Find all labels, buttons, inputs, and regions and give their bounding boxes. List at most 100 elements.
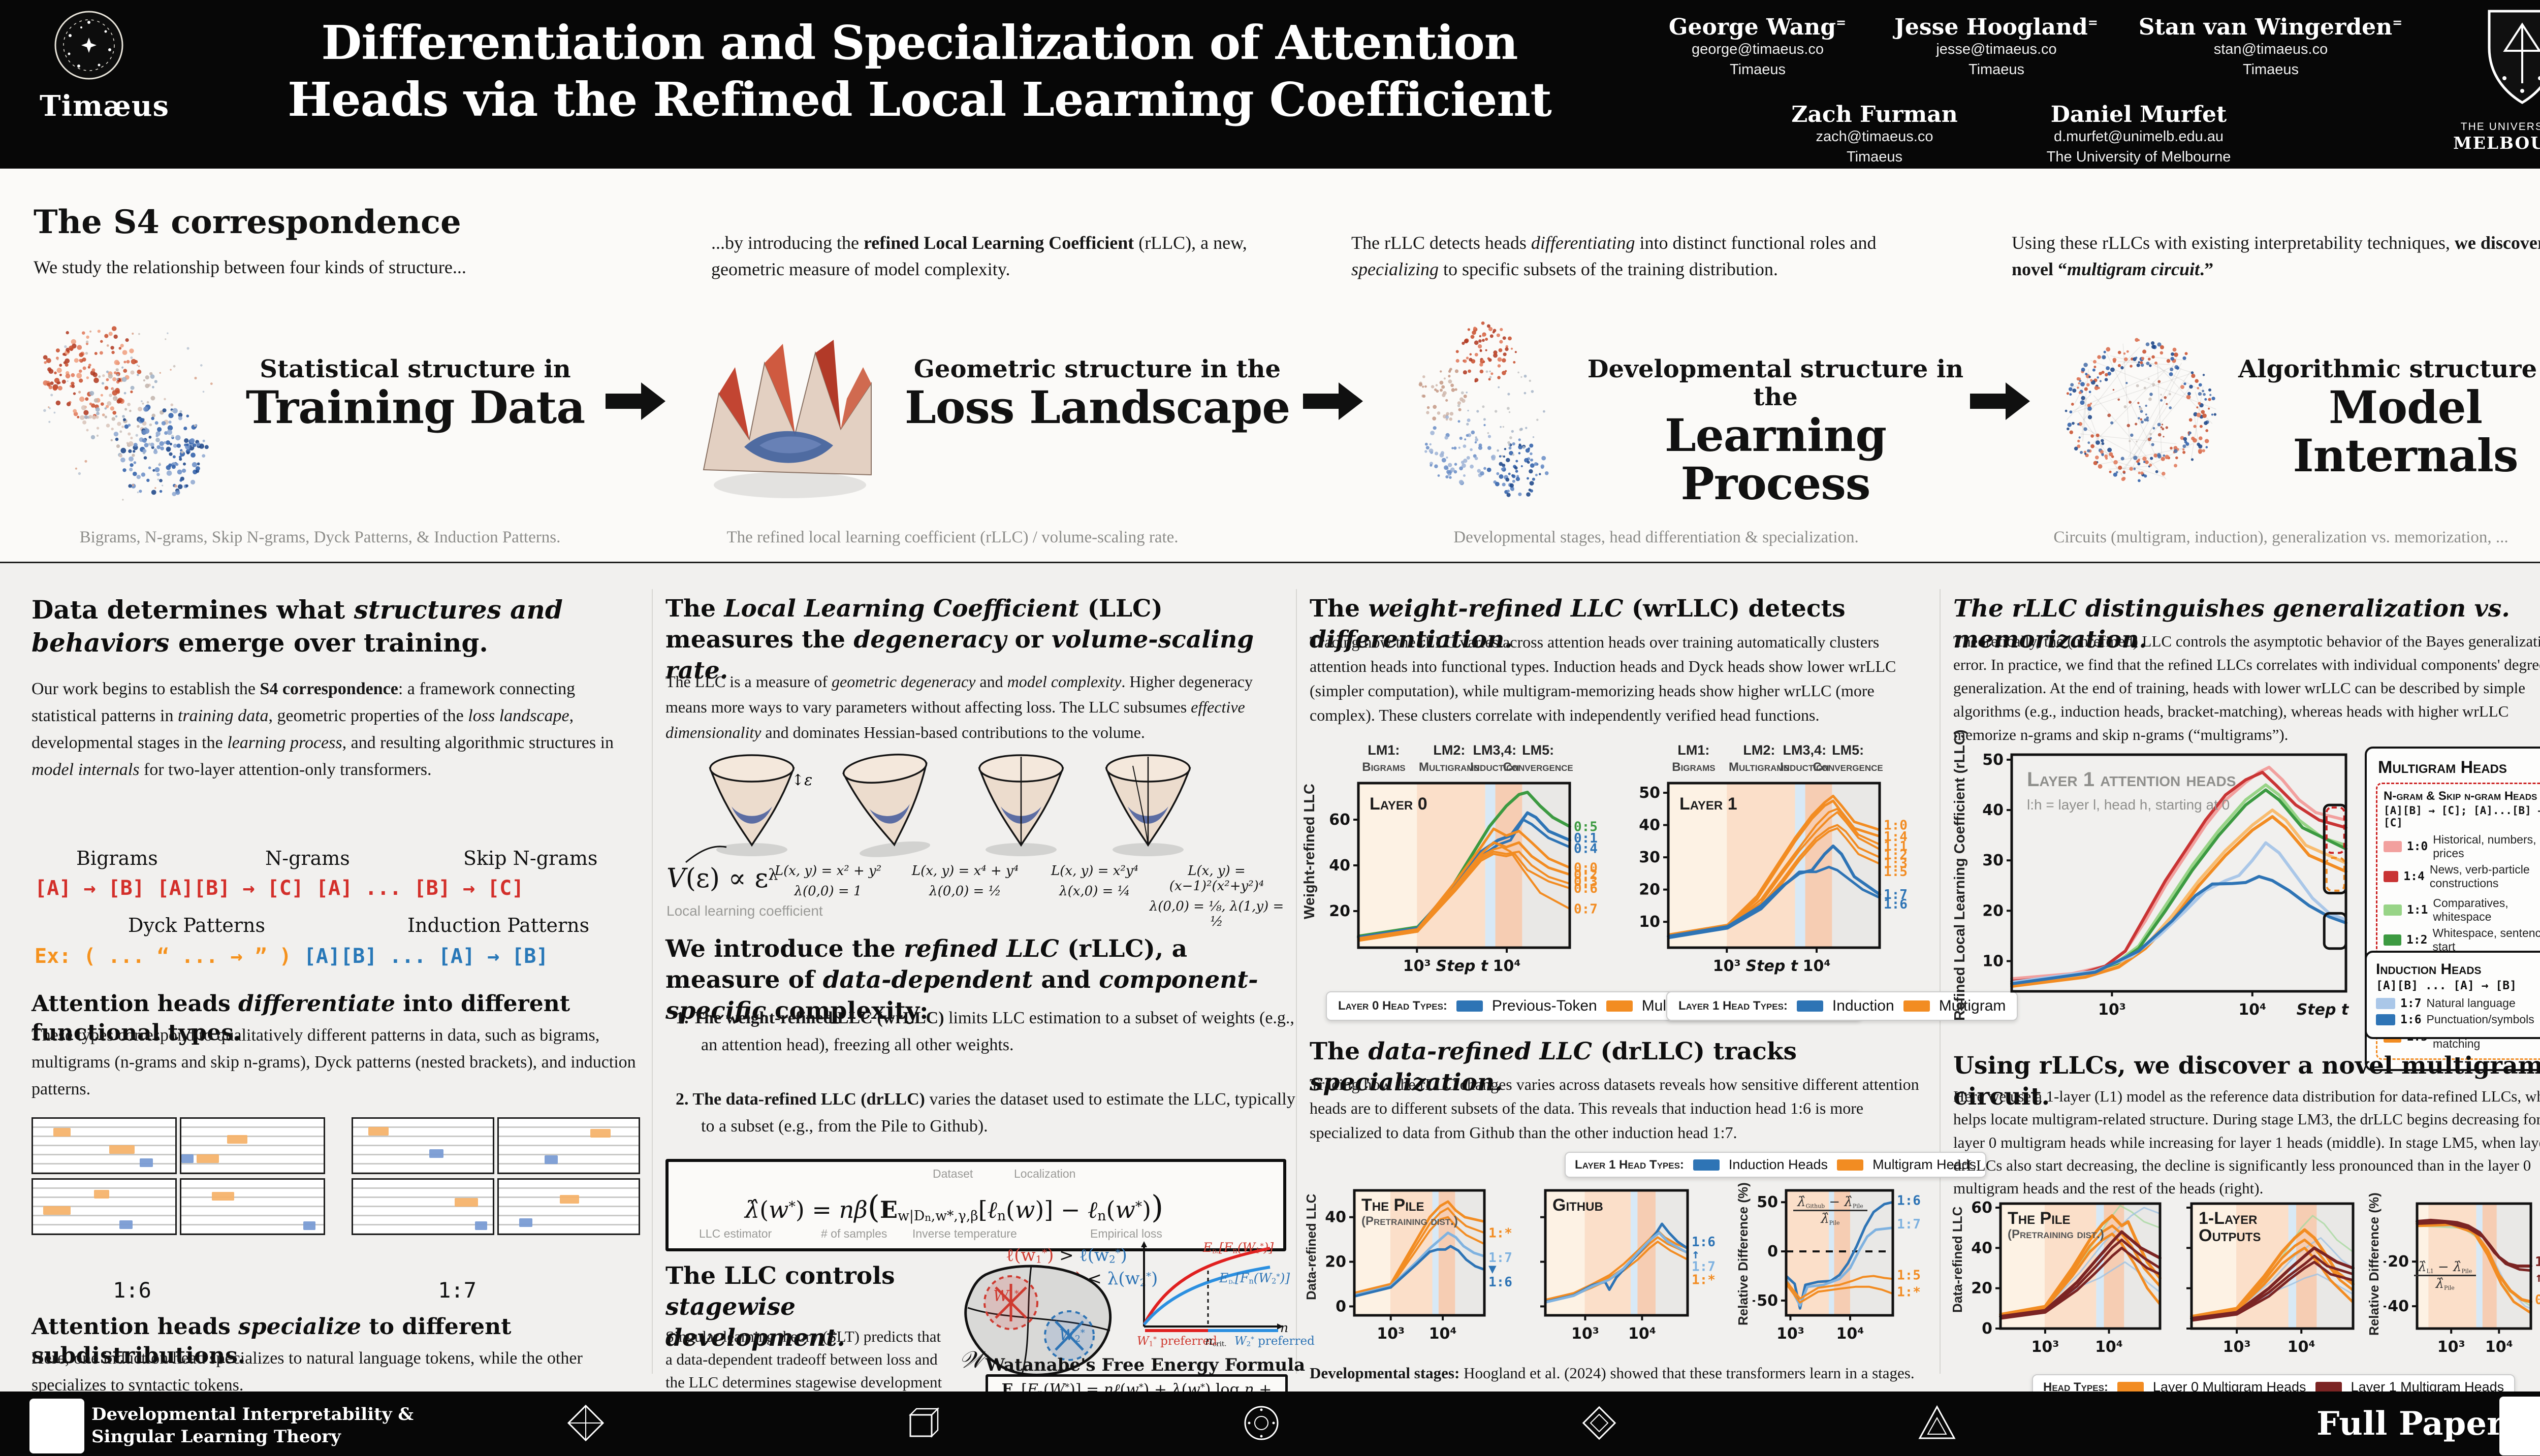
svg-text:10³: 10³ xyxy=(2031,1338,2059,1356)
svg-text:1:4: 1:4 xyxy=(1884,829,1908,845)
svg-text:↑: ↑ xyxy=(2535,1270,2540,1285)
svg-text:1:7: 1:7 xyxy=(1897,1217,1921,1232)
legend-chip xyxy=(2315,1381,2342,1393)
author: Daniel Murfet d.murfet@unimelb.edu.au Th… xyxy=(1996,102,2281,167)
svg-text:60: 60 xyxy=(1329,811,1350,829)
svg-text:10⁴: 10⁴ xyxy=(2288,1338,2315,1356)
svg-text:l:h = layer l, head h, startin: l:h = layer l, head h, starting at 0 xyxy=(2027,797,2230,813)
drllc-y-axis-label-2: Data-refined LLC xyxy=(1950,1206,1965,1313)
svg-text:10: 10 xyxy=(1982,953,2004,970)
legend-chip xyxy=(1693,1159,1720,1171)
col3-heading-2: The data-refined LLC (drLLC) tracks spec… xyxy=(1310,1038,1797,1097)
svg-text:Step t: Step t xyxy=(2297,1001,2350,1019)
svg-text:10⁴: 10⁴ xyxy=(1628,1325,1656,1343)
svg-text:10⁴: 10⁴ xyxy=(1836,1325,1864,1343)
llc-estimator-formula-box: λ̂(w*) = nβ(Ew|Dn,w*,γ,β[ℓn(w)] − ℓn(w*)… xyxy=(665,1159,1286,1251)
loss-inequality: ℓ(w1*) > ℓ(w2*) xyxy=(1006,1245,1127,1266)
svg-text:1:*: 1:* xyxy=(2535,1254,2540,1270)
col2-heading-2: We introduce the refined LLC (rLLC), a m… xyxy=(665,935,1258,1025)
svg-text:10³: 10³ xyxy=(1713,957,1741,975)
svg-text:10⁴: 10⁴ xyxy=(1429,1325,1457,1343)
svg-text:1:7: 1:7 xyxy=(1884,887,1908,902)
svg-text:▼: ▼ xyxy=(1488,1261,1497,1277)
octahedron-icon xyxy=(567,1404,605,1442)
author: Jesse Hoogland= jesse@timaeus.co Timaeus xyxy=(1877,15,2116,80)
poster-title: Differentiation and Specialization of At… xyxy=(218,14,1621,128)
svg-text:40: 40 xyxy=(1329,857,1350,875)
svg-text:1:6: 1:6 xyxy=(1692,1235,1716,1250)
melbourne-label-top: THE UNIVERSITY OF xyxy=(2460,121,2540,133)
annotation-samples: # of samples xyxy=(821,1227,887,1240)
relative-difference-chart: −5005010³10⁴Step t1:61:71:51:* xyxy=(1753,1189,1921,1343)
svg-text:10⁴: 10⁴ xyxy=(1493,957,1521,975)
panel-caption-2: The refined local learning coefficient (… xyxy=(726,528,1179,546)
svg-text:0:0: 0:0 xyxy=(1574,861,1598,876)
panel-heading-2: Geometric structure in the Loss Landscap… xyxy=(904,355,1290,434)
svg-text:0:1: 0:1 xyxy=(1574,831,1598,846)
ncrit-label: ncrit. xyxy=(1205,1335,1227,1348)
svg-text:60: 60 xyxy=(1971,1199,1992,1217)
svg-text:(Pretraining dist.): (Pretraining dist.) xyxy=(1361,1214,1458,1228)
svg-text:0:7: 0:7 xyxy=(1574,902,1598,917)
svg-text:20: 20 xyxy=(1325,1253,1346,1271)
svg-text:10⁴: 10⁴ xyxy=(2485,1338,2513,1356)
svg-text:(Pretraining dist.): (Pretraining dist.) xyxy=(2008,1227,2104,1241)
w1-preferred-label: W1* preferred xyxy=(1137,1335,1217,1348)
layer1-head-types-legend-2: Layer 1 Head Types: Induction Heads Mult… xyxy=(1565,1152,1987,1178)
author: Zach Furman zach@timaeus.co Timaeus xyxy=(1763,102,1986,167)
legend-chip xyxy=(2117,1381,2144,1393)
svg-text:50: 50 xyxy=(1982,751,2004,769)
svg-text:40: 40 xyxy=(1325,1209,1346,1226)
svg-text:40: 40 xyxy=(1982,801,2004,819)
svg-text:LM1:: LM1: xyxy=(1677,742,1709,758)
svg-text:1:7: 1:7 xyxy=(1488,1250,1512,1266)
svg-text:LM5:: LM5: xyxy=(1522,742,1554,758)
svg-text:10³: 10³ xyxy=(1571,1325,1599,1343)
svg-text:Layer 1 attention heads: Layer 1 attention heads xyxy=(2027,768,2236,791)
panel-heading-1: Statistical structure in Training Data xyxy=(245,355,585,434)
svg-text:10⁴: 10⁴ xyxy=(2095,1338,2123,1356)
s4-intro-1: We study the relationship between four k… xyxy=(34,257,466,277)
svg-text:10⁴: 10⁴ xyxy=(2238,1001,2266,1019)
col4-heading-1: The rLLC distinguishes generalization vs… xyxy=(1953,595,2510,654)
panel-caption-1: Bigrams, N-grams, Skip N-grams, Dyck Pat… xyxy=(79,528,561,546)
annotation-llc-estimator: LLC estimator xyxy=(699,1227,772,1240)
col4-heading-2: Using rLLCs, we discover a novel multigr… xyxy=(1953,1052,2540,1111)
arrow-icon xyxy=(606,382,665,420)
column-divider xyxy=(652,589,653,1374)
svg-text:1:*: 1:* xyxy=(1692,1273,1716,1288)
svg-text:Induction: Induction xyxy=(1780,760,1829,774)
pile-multigram-chart: 020406010³10⁴Step tThe Pile(Pretraining … xyxy=(1971,1199,2162,1356)
svg-text:Multigrams: Multigrams xyxy=(1419,760,1480,774)
cone-formula-1: L(x, y) = x² + y² λ(0,0) = 1 xyxy=(774,863,882,899)
svg-text:Convergence: Convergence xyxy=(1813,760,1883,774)
svg-text:0: 0 xyxy=(1982,1320,1992,1338)
full-paper-qr-code xyxy=(2499,1397,2540,1455)
col2-heading-3: The LLC controls stagewise development. xyxy=(665,1262,895,1352)
svg-text:1:*: 1:* xyxy=(1897,1285,1921,1300)
relative-difference-y-axis-label: Relative Difference (%) xyxy=(1735,1182,1751,1325)
annotation-empirical-loss: Empirical loss xyxy=(1090,1227,1162,1240)
col3-paragraph-2: Tracing how the rLLC changes varies acro… xyxy=(1310,1075,1919,1142)
author-email: stan@timaeus.co xyxy=(2213,41,2328,58)
col1-paragraph-3: Here, one induction head specializes to … xyxy=(31,1349,583,1395)
svg-text:Bigrams: Bigrams xyxy=(1362,760,1405,774)
author-email: zach@timaeus.co xyxy=(1816,128,1933,145)
author: Stan van Wingerden= stan@timaeus.co Tima… xyxy=(2129,15,2413,80)
svg-text:↕ε: ↕ε xyxy=(791,771,812,789)
svg-text:30: 30 xyxy=(1982,852,2004,869)
col4-paragraph-2: Here we use a 1-layer (L1) model as the … xyxy=(1953,1087,2540,1197)
svg-text:1:7: 1:7 xyxy=(1692,1259,1716,1274)
col2-list-item-1: 1. The weight-refined LLC (wrLLC) limits… xyxy=(676,1009,1294,1055)
legend-chip xyxy=(1606,1000,1633,1012)
volume-formula: V(ε) ∝ ελ xyxy=(666,863,778,894)
n-axis-label: n xyxy=(1280,1320,1289,1335)
svg-text:1-Layer: 1-Layer xyxy=(2199,1209,2257,1228)
arrow-icon xyxy=(1970,382,2030,420)
col1-paragraph-1: Our work begins to establish the S4 corr… xyxy=(31,680,614,780)
